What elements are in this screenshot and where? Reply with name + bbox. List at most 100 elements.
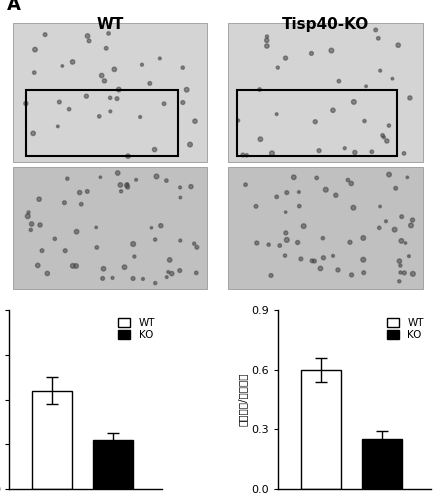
Point xyxy=(372,26,379,34)
Point xyxy=(317,265,324,273)
Point xyxy=(407,221,414,229)
Point xyxy=(180,98,187,106)
Bar xyxy=(237,90,397,156)
Point xyxy=(253,202,260,210)
Point xyxy=(59,62,66,70)
Bar xyxy=(13,23,207,162)
Point xyxy=(311,257,318,265)
Point xyxy=(98,72,105,80)
Point xyxy=(360,234,367,242)
Point xyxy=(148,224,155,232)
Text: *: * xyxy=(378,454,386,472)
Point xyxy=(93,243,100,251)
Point xyxy=(123,181,130,190)
Point xyxy=(130,240,137,248)
Bar xyxy=(228,167,423,289)
Point xyxy=(25,208,32,216)
Point xyxy=(105,29,112,37)
Point xyxy=(34,262,41,270)
Point xyxy=(177,194,184,202)
Point xyxy=(409,270,416,278)
Text: WT: WT xyxy=(96,17,124,32)
Point xyxy=(163,176,170,184)
Point xyxy=(385,121,392,130)
Point xyxy=(96,112,103,120)
Point xyxy=(131,253,138,261)
Point xyxy=(377,203,384,211)
Point xyxy=(22,99,29,107)
Point xyxy=(268,149,275,157)
Point xyxy=(168,270,175,278)
Point xyxy=(93,223,100,231)
Point xyxy=(392,184,399,193)
Point xyxy=(308,257,315,265)
Text: *: * xyxy=(109,453,117,471)
Point xyxy=(139,60,146,69)
Point xyxy=(328,46,335,54)
Point xyxy=(107,107,114,115)
Point xyxy=(31,69,38,77)
Point xyxy=(125,152,132,160)
Point xyxy=(84,32,91,40)
Point xyxy=(396,277,403,285)
Point xyxy=(379,132,386,140)
Bar xyxy=(32,391,72,489)
Point xyxy=(152,279,159,287)
Point xyxy=(264,32,271,40)
Point xyxy=(27,226,34,234)
Point xyxy=(114,95,121,103)
Point xyxy=(361,117,368,125)
Point xyxy=(44,270,51,278)
Point xyxy=(409,216,416,224)
Point xyxy=(157,222,164,230)
Point xyxy=(191,239,198,247)
Point xyxy=(375,34,382,42)
Point xyxy=(117,181,124,189)
Point xyxy=(129,275,136,283)
Point xyxy=(84,187,91,196)
Point xyxy=(283,188,290,197)
Point xyxy=(62,246,69,255)
Text: Tisp40-KO: Tisp40-KO xyxy=(282,17,369,32)
Point xyxy=(377,67,384,75)
Point xyxy=(320,254,327,262)
Point xyxy=(300,222,307,230)
Point xyxy=(290,173,297,181)
Point xyxy=(405,252,412,260)
Point xyxy=(78,200,85,208)
Point xyxy=(295,188,302,196)
Point xyxy=(153,172,160,180)
Point xyxy=(32,45,39,53)
Point xyxy=(282,229,290,237)
Point xyxy=(348,271,355,279)
Point xyxy=(273,110,280,118)
Point xyxy=(156,54,163,62)
Point xyxy=(187,182,194,191)
Point xyxy=(397,269,404,277)
Point xyxy=(334,266,341,274)
Point xyxy=(37,221,44,229)
Point xyxy=(360,256,367,264)
Point xyxy=(183,86,190,94)
Point xyxy=(161,100,168,108)
Point xyxy=(312,118,319,126)
Bar xyxy=(13,167,207,289)
Point xyxy=(348,179,355,187)
Point xyxy=(51,235,59,243)
Point xyxy=(99,274,106,282)
Point xyxy=(193,269,200,277)
Point xyxy=(276,241,283,249)
Point xyxy=(132,176,139,184)
Point xyxy=(176,183,183,192)
Point xyxy=(352,148,359,156)
Point xyxy=(73,228,80,236)
Point xyxy=(407,94,414,102)
Point xyxy=(282,54,289,62)
Point xyxy=(398,213,405,221)
Point xyxy=(400,149,407,157)
Point xyxy=(38,246,45,255)
Point xyxy=(383,137,390,145)
Point xyxy=(360,269,367,277)
Point xyxy=(282,251,289,260)
Point xyxy=(257,135,264,143)
